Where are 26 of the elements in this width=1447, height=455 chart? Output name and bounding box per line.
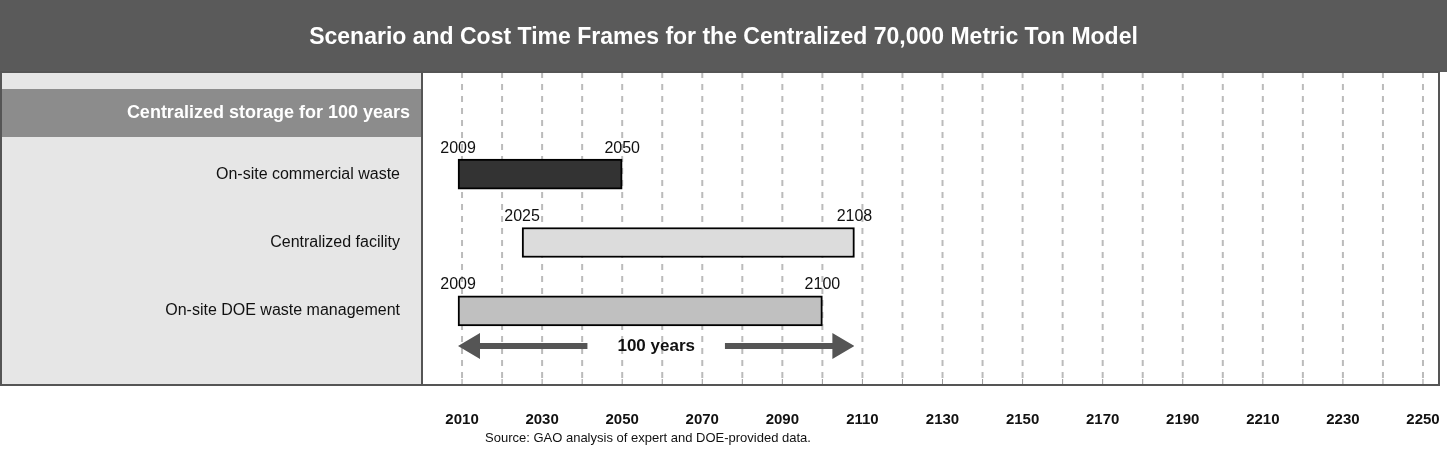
x-tick-label: 2250 [1406, 410, 1440, 428]
x-tick-label: 2010 [445, 410, 479, 428]
x-tick-label: 2170 [1085, 410, 1120, 428]
chart-title: Scenario and Cost Time Frames for the Centralized 70,000 Metric Ton Model [309, 23, 1138, 50]
x-tick-label: 2150 [1005, 410, 1040, 428]
x-tick-label: 2190 [1166, 410, 1200, 428]
x-tick-label: 2110 [846, 410, 879, 428]
y-tick-label: On-site DOE waste management [165, 301, 401, 319]
x-tick-label: 2210 [1246, 410, 1280, 428]
annotation: 2108 [836, 206, 873, 224]
x-tick-label: 2030 [525, 410, 559, 428]
annotation: 100 years [617, 335, 695, 355]
annotation: 2100 [804, 275, 841, 293]
annotation: 2025 [504, 206, 540, 224]
y-tick-label: On-site commercial waste [215, 164, 401, 182]
annotation: 2009 [440, 138, 476, 156]
x-tick-label: 2230 [1326, 410, 1360, 428]
annotation: 2009 [440, 275, 476, 293]
x-tick-label: 2130 [925, 410, 960, 428]
y-axis-title: Centralized storage for 100 years [126, 101, 410, 122]
x-tick-label: 2050 [605, 410, 639, 428]
source-note: Source: GAO analysis of expert and DOE-provided data. [485, 429, 811, 445]
x-tick-label: 2090 [765, 410, 800, 428]
annotation: 2050 [604, 138, 641, 156]
y-tick-label: Centralized facility [270, 232, 400, 250]
x-tick-label: 2070 [685, 410, 719, 428]
